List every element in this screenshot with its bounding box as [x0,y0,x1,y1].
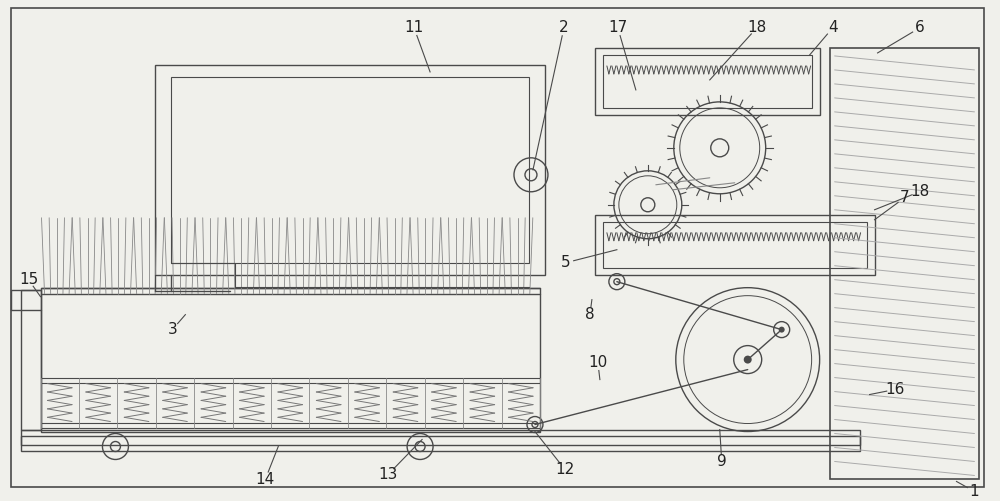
Text: 13: 13 [378,467,398,482]
Text: 8: 8 [585,307,595,322]
Text: 5: 5 [561,255,571,270]
Bar [155,65,545,275]
Circle shape [744,356,752,364]
Bar [21,290,41,429]
Bar [595,215,875,275]
Bar [171,77,529,263]
Bar [603,55,812,108]
Text: 7: 7 [900,190,909,205]
Text: 14: 14 [256,472,275,487]
Bar [21,435,860,445]
Text: 4: 4 [828,21,837,36]
Bar [21,429,860,451]
Text: 3: 3 [167,322,177,337]
Bar [41,288,540,431]
Text: 18: 18 [910,184,929,199]
Text: 16: 16 [885,382,904,397]
Text: 10: 10 [588,355,608,370]
Text: 18: 18 [747,21,766,36]
Text: 2: 2 [559,21,569,36]
Bar [830,48,979,479]
Text: 11: 11 [404,21,424,36]
Bar [595,48,820,115]
Circle shape [779,327,785,333]
Text: 9: 9 [717,454,727,469]
Bar [603,222,867,268]
Text: 1: 1 [970,484,979,499]
Text: 6: 6 [915,21,924,36]
Text: 17: 17 [608,21,627,36]
Text: 12: 12 [555,462,575,477]
Text: 15: 15 [19,272,38,287]
